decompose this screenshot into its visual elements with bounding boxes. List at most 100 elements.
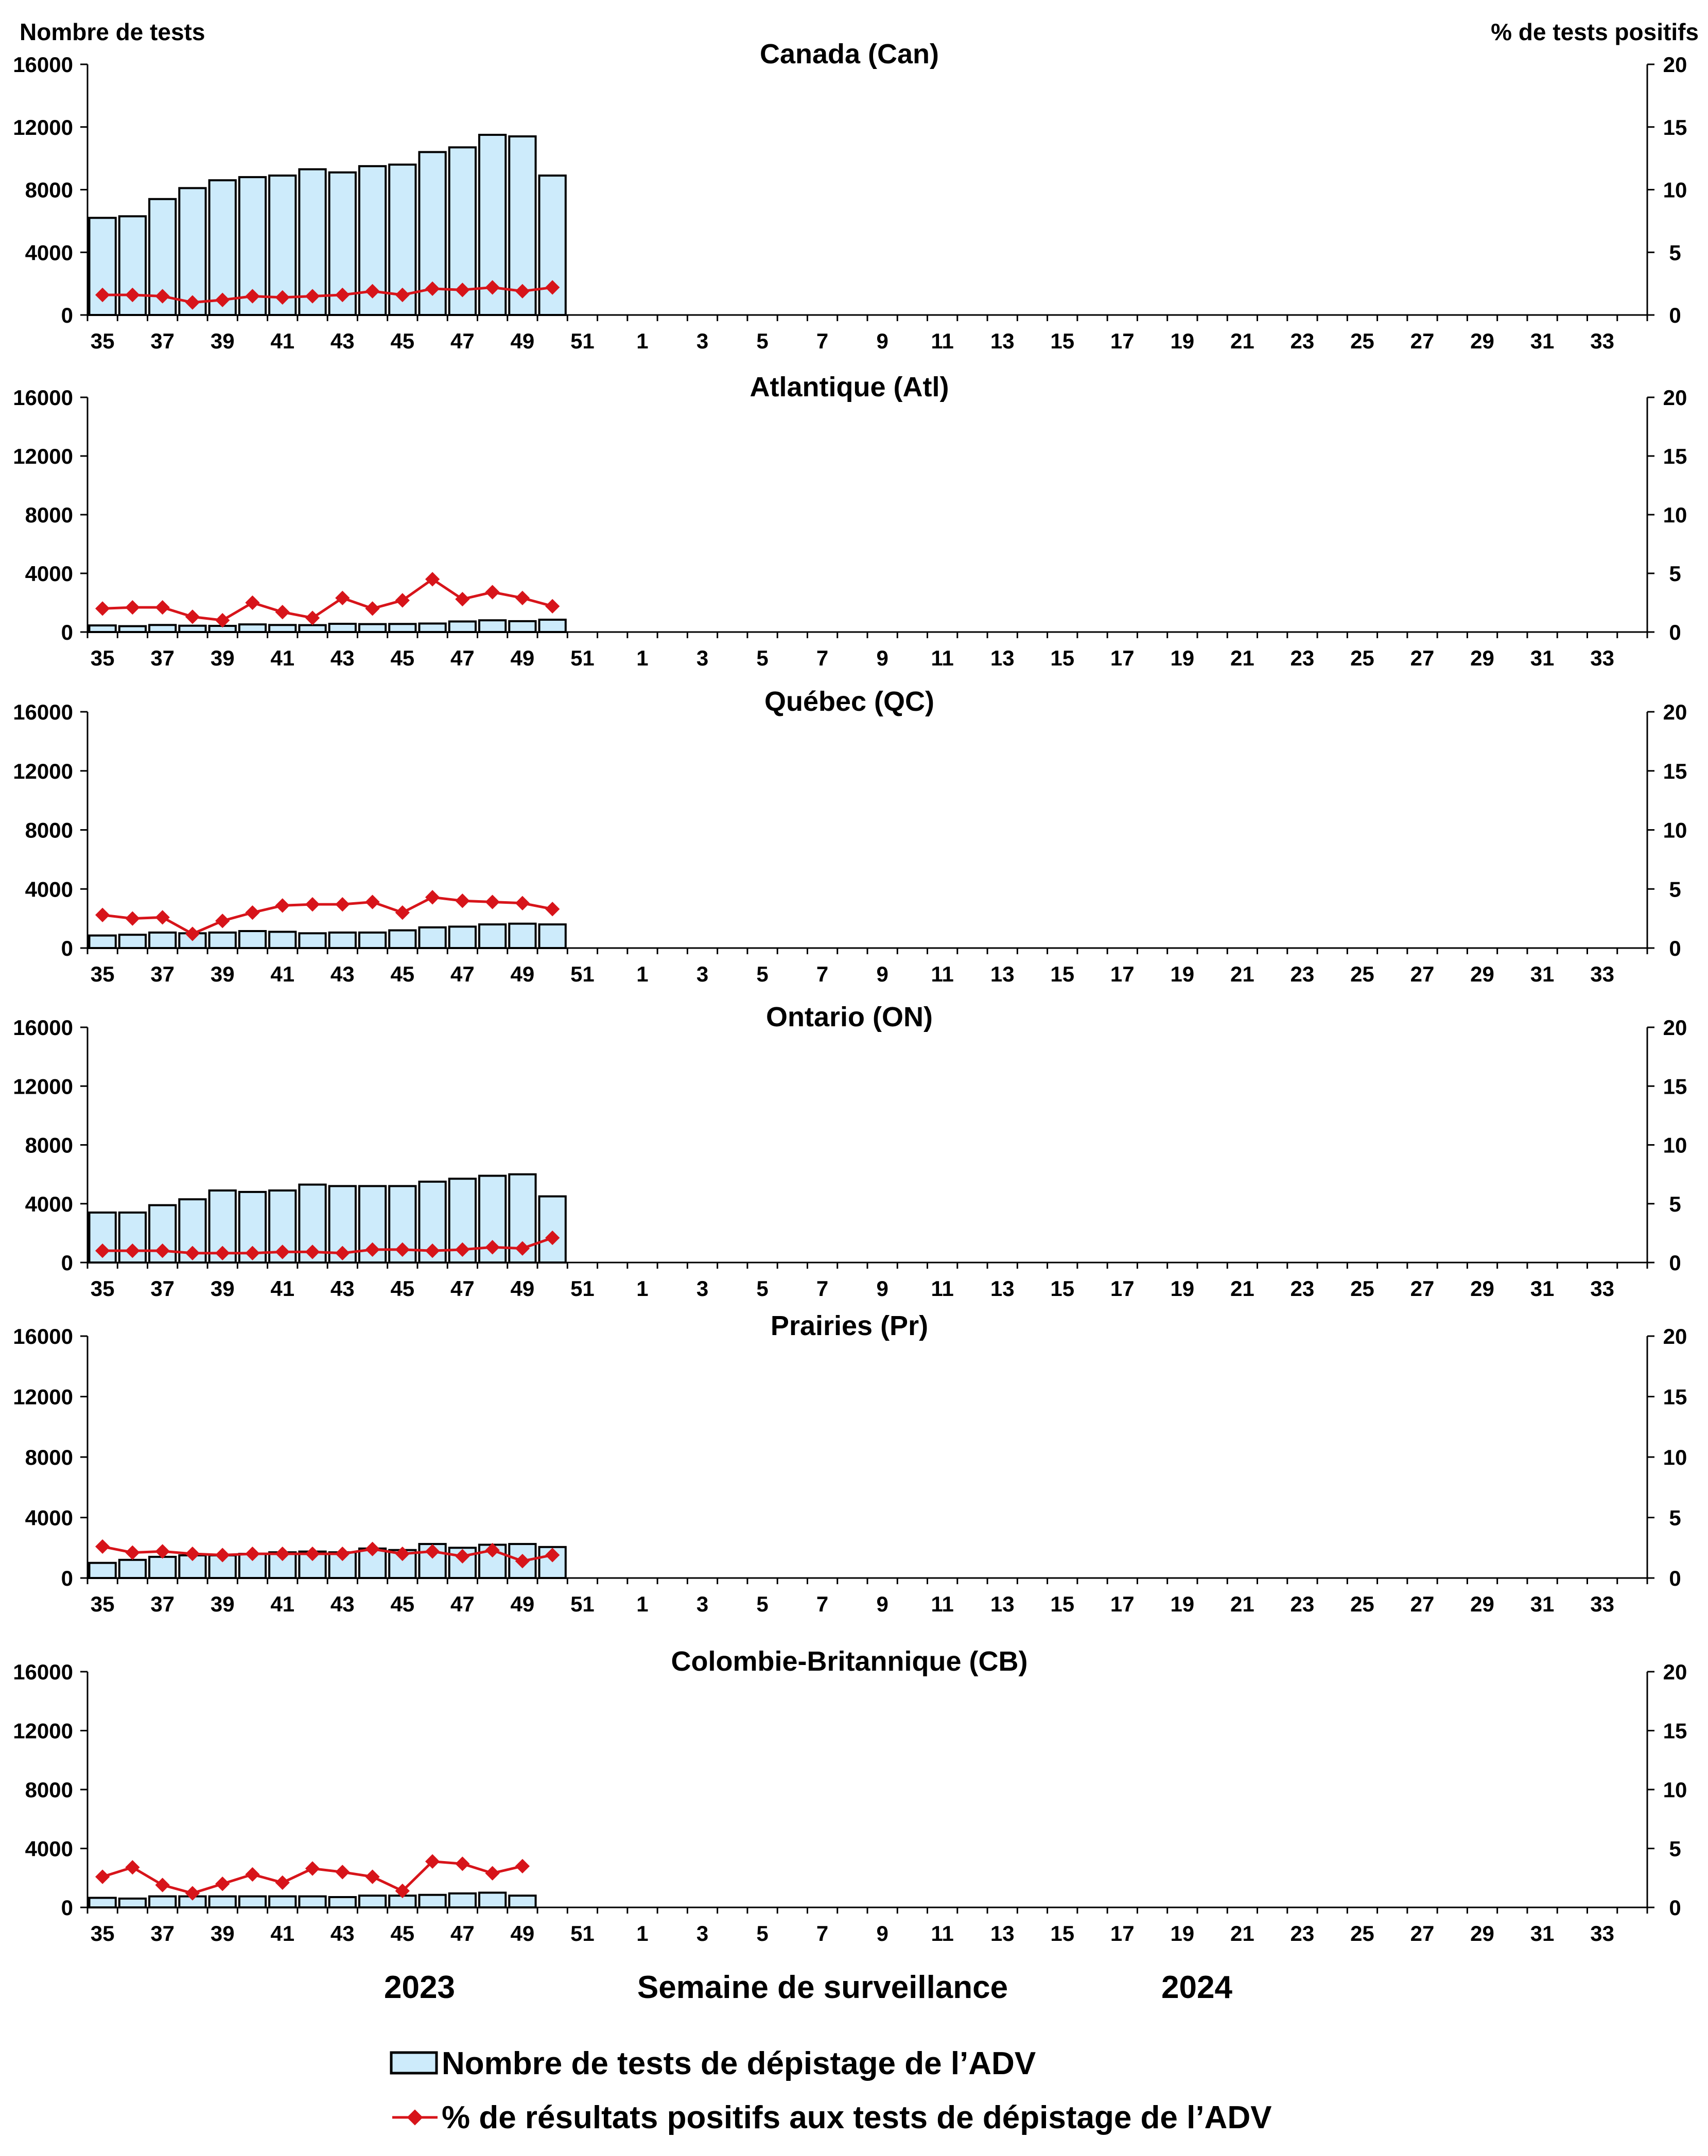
x-tick-label: 41 [270,1921,294,1945]
x-tick-label: 5 [756,962,768,986]
bar-week-37 [148,624,177,633]
pct-marker-week-36 [125,1860,140,1875]
pct-marker-week-48 [485,1542,500,1558]
y-right-tick-label: 10 [1663,503,1687,527]
y-right-tick-label: 10 [1663,1445,1687,1469]
x-tick-label: 35 [91,646,115,670]
chart-title: Prairies (Pr) [771,1310,928,1341]
x-tick-label: 17 [1110,1921,1135,1945]
bar-week-47 [448,925,477,949]
x-tick-label: 23 [1291,1592,1315,1616]
x-tick-label: 1 [636,329,648,353]
pct-marker-week-41 [275,605,290,620]
y-right-tick-label: 10 [1663,1778,1687,1802]
x-tick-label: 13 [990,1592,1015,1616]
bar-week-45 [388,929,417,949]
x-tick-label: 29 [1470,1276,1494,1301]
x-tick-label: 51 [570,646,595,670]
x-tick-label: 25 [1350,962,1374,986]
chart-panel-4: Prairies (Pr)040008000120001600005101520… [13,1310,1687,1616]
bar-week-37 [148,931,177,950]
bar-week-41 [268,624,297,633]
bar-week-41 [268,931,297,949]
pct-marker-week-49 [515,1553,530,1569]
x-tick-label: 41 [270,646,294,670]
pct-marker-week-43 [335,590,350,606]
bar-week-36 [118,1897,147,1908]
x-tick-label: 21 [1230,962,1254,986]
x-tick-label: 3 [696,1276,708,1301]
y-right-tick-label: 10 [1663,178,1687,202]
pct-marker-week-49 [515,896,530,910]
x-tick-label: 33 [1590,1592,1614,1616]
pct-positive-line [102,1236,553,1255]
right-axis-title: % de tests positifs [1491,19,1699,45]
y-left-tick-label: 16000 [13,700,73,724]
pct-marker-week-40 [245,1546,260,1562]
pct-marker-week-45 [395,905,410,920]
chart-title: Ontario (ON) [766,1002,933,1032]
x-tick-label: 37 [150,1592,175,1616]
pct-marker-week-35 [95,287,110,303]
x-tick-label: 45 [390,329,414,353]
x-tick-label: 1 [636,1921,648,1945]
x-tick-label: 5 [756,646,768,670]
pct-marker-week-37 [155,289,170,304]
chart-panel-1: Atlantique (Atl) 0 4000 8000 12000 16000 0 5 10 1… [13,372,1687,670]
x-tick-label: 49 [511,962,535,986]
x-tick-label: 11 [931,1921,953,1945]
pct-marker-week-49 [515,590,530,606]
x-tick-label: 31 [1530,1276,1555,1301]
bar-week-38 [178,624,207,633]
x-tick-label: 33 [1590,1276,1614,1301]
y-left-tick-label: 0 [61,1566,73,1590]
x-tick-label: 49 [511,329,535,353]
pct-marker-week-47 [455,1242,470,1257]
x-tick-label: 37 [150,1276,175,1301]
bar-week-43 [328,1896,357,1908]
bar-week-47 [448,1892,477,1908]
y-right-tick-label: 20 [1663,385,1687,410]
pct-marker-week-35 [95,1869,110,1884]
x-tick-label: 29 [1470,329,1494,353]
bar-week-42 [298,932,327,949]
x-tick-label: 47 [450,1921,475,1945]
pct-marker-week-36 [125,287,140,303]
x-tick-label: 15 [1050,329,1074,353]
bar-week-39 [208,1895,237,1908]
pct-marker-week-44 [365,1242,380,1257]
x-tick-label: 7 [816,329,828,353]
y-left-tick-label: 12000 [13,759,73,783]
x-axis-title: Semaine de surveillance [637,1970,1008,2005]
bar-week-35 [88,934,117,949]
x-tick-label: 5 [756,329,768,353]
y-left-tick-label: 16000 [13,385,73,410]
legend: Nombre de tests de dépistage de l’ADV % … [390,2046,1271,2135]
y-left-tick-label: 0 [61,620,73,644]
pct-marker-week-43 [335,287,350,303]
y-right-tick-label: 5 [1669,1506,1681,1530]
y-left-tick-label: 4000 [25,877,73,901]
x-tick-label: 3 [696,1921,708,1945]
pct-marker-week-47 [455,893,470,908]
x-tick-label: 13 [990,646,1015,670]
x-tick-label: 49 [511,646,535,670]
y-right-tick-label: 20 [1663,700,1687,724]
x-tick-label: 11 [931,962,953,986]
y-left-tick-label: 0 [61,936,73,960]
y-left-tick-label: 16000 [13,52,73,77]
bar-week-45 [388,163,417,316]
pct-marker-week-43 [335,1246,350,1260]
pct-marker-week-39 [215,1877,230,1891]
pct-marker-week-50 [545,1230,560,1246]
pct-marker-week-45 [395,1546,410,1562]
pct-marker-week-42 [305,1861,320,1876]
x-tick-label: 25 [1350,646,1374,670]
year-label-2023: 2023 [384,1970,455,2005]
pct-marker-week-46 [425,1854,440,1869]
pct-marker-week-43 [335,897,350,912]
bar-week-50 [538,923,567,949]
x-tick-label: 23 [1291,1276,1315,1301]
y-right-tick-label: 0 [1669,1566,1681,1590]
bar-week-45 [388,623,417,633]
